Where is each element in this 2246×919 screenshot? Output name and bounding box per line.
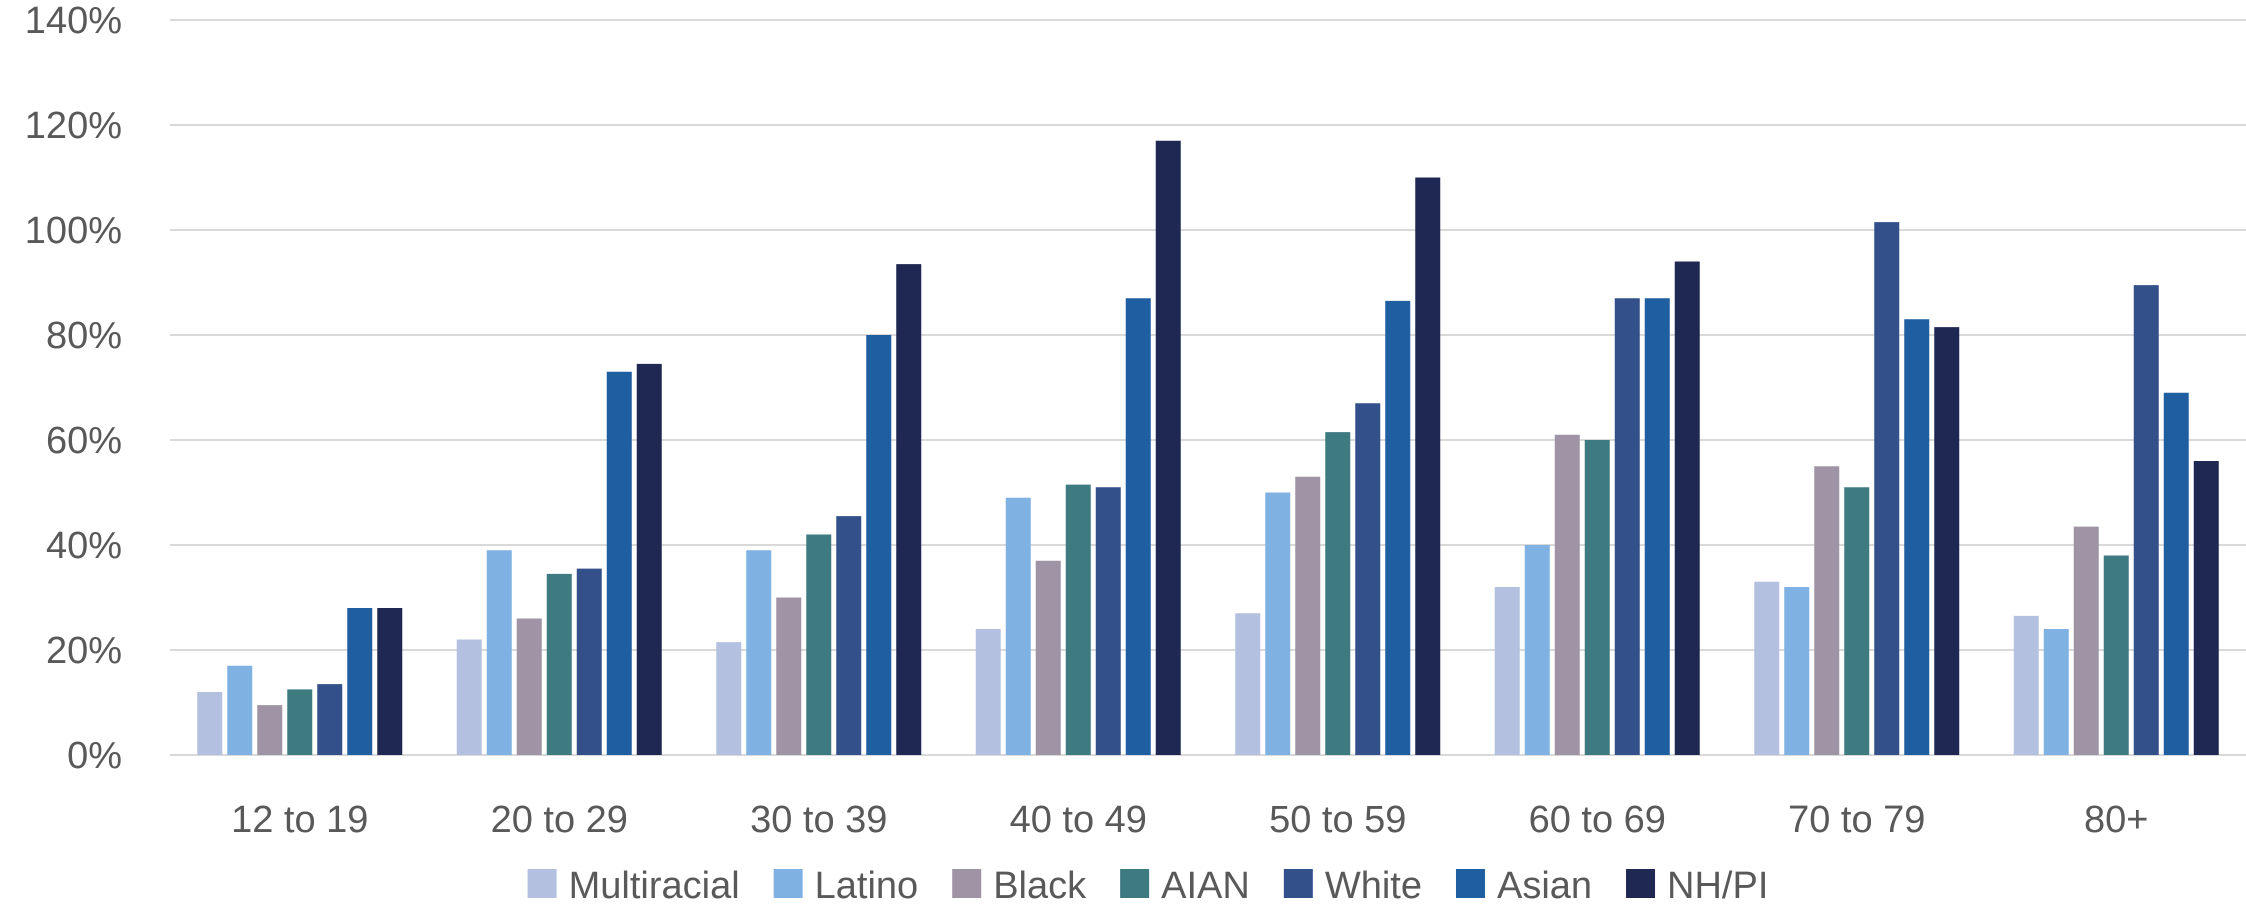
x-tick-label: 20 to 29 xyxy=(491,799,628,841)
legend-swatch xyxy=(1120,869,1150,898)
bar-nh-pi-12-to-19 xyxy=(377,608,403,755)
x-tick-label: 80+ xyxy=(2084,799,2148,841)
bar-asian-12-to-19 xyxy=(347,608,373,755)
bar-nh-pi-40-to-49 xyxy=(1155,140,1181,755)
bar-latino-50-to-59 xyxy=(1265,492,1291,755)
bar-nh-pi-20-to-29 xyxy=(636,363,662,755)
bar-white-50-to-59 xyxy=(1355,403,1381,755)
bar-black-12-to-19 xyxy=(257,705,283,755)
bar-white-60-to-69 xyxy=(1614,298,1640,755)
bar-nh-pi-70-to-79 xyxy=(1934,327,1960,755)
y-tick-label: 80% xyxy=(46,315,122,357)
legend: Multiracial Latino Black AIAN White Asian NH/P… xyxy=(527,865,1768,907)
bar-white-30-to-39 xyxy=(836,516,862,755)
x-tick-label: 40 to 49 xyxy=(1010,799,1147,841)
gridlines xyxy=(170,19,2246,756)
y-tick-label: 60% xyxy=(46,420,122,462)
bar-nh-pi-30-to-39 xyxy=(896,264,922,755)
bar-black-30-to-39 xyxy=(776,597,802,755)
bar-asian-50-to-59 xyxy=(1385,300,1411,755)
bar-multiracial-20-to-29 xyxy=(456,639,482,755)
bar-latino-70-to-79 xyxy=(1784,587,1810,755)
bar-black-50-to-59 xyxy=(1295,476,1321,755)
bar-asian-20-to-29 xyxy=(606,371,632,755)
y-tick-label: 140% xyxy=(25,0,122,42)
bar-aian-20-to-29 xyxy=(546,573,572,755)
x-tick-label: 70 to 79 xyxy=(1788,799,1925,841)
legend-label: Multiracial xyxy=(569,865,740,907)
legend-swatch xyxy=(527,869,557,898)
bar-asian-30-to-39 xyxy=(866,335,892,755)
bar-nh-pi-60-to-69 xyxy=(1674,261,1700,755)
bar-white-20-to-29 xyxy=(576,568,602,755)
bar-multiracial-30-to-39 xyxy=(716,642,742,755)
bar-asian-40-to-49 xyxy=(1125,298,1151,755)
x-tick-label: 50 to 59 xyxy=(1269,799,1406,841)
bar-white-70-to-79 xyxy=(1874,222,1900,755)
bar-black-60-to-69 xyxy=(1554,434,1580,755)
bar-nh-pi-50-to-59 xyxy=(1415,177,1441,755)
bar-black-70-to-79 xyxy=(1814,466,1840,755)
bar-aian-50-to-59 xyxy=(1325,432,1351,755)
legend-swatch xyxy=(952,869,982,898)
x-tick-label: 30 to 39 xyxy=(750,799,887,841)
bar-multiracial-40-to-49 xyxy=(975,629,1001,755)
bar-aian-12-to-19 xyxy=(287,689,313,755)
y-tick-label: 20% xyxy=(46,630,122,672)
bar-white-80- xyxy=(2133,285,2159,755)
bar-latino-40-to-49 xyxy=(1005,497,1031,755)
x-axis-tick-labels: 12 to 19 20 to 29 30 to 39 40 to 49 50 to 59… xyxy=(231,799,2148,841)
legend-label: AIAN xyxy=(1161,865,1250,907)
bar-aian-70-to-79 xyxy=(1844,487,1870,755)
bar-black-20-to-29 xyxy=(516,618,542,755)
x-tick-label: 60 to 69 xyxy=(1529,799,1666,841)
bar-black-80- xyxy=(2073,526,2099,755)
bar-latino-12-to-19 xyxy=(227,665,253,755)
bar-aian-80- xyxy=(2103,555,2129,755)
legend-swatch xyxy=(1455,869,1485,898)
legend-label: Latino xyxy=(815,865,919,907)
bar-asian-70-to-79 xyxy=(1904,319,1930,755)
bar-aian-60-to-69 xyxy=(1584,440,1610,755)
bar-white-12-to-19 xyxy=(317,684,343,755)
bar-aian-40-to-49 xyxy=(1065,484,1091,755)
bar-latino-60-to-69 xyxy=(1524,545,1550,755)
y-axis-tick-labels: 0% 20% 40% 60% 80% 100% 120% 140% xyxy=(25,0,122,777)
legend-label: White xyxy=(1325,865,1422,907)
legend-swatch xyxy=(1626,869,1656,898)
bar-multiracial-70-to-79 xyxy=(1754,581,1780,755)
legend-label: Asian xyxy=(1497,865,1592,907)
bar-latino-30-to-39 xyxy=(746,550,772,755)
bar-aian-30-to-39 xyxy=(806,534,832,755)
bar-white-40-to-49 xyxy=(1095,487,1121,755)
bar-asian-60-to-69 xyxy=(1644,298,1670,755)
bar-latino-20-to-29 xyxy=(486,550,512,755)
bar-multiracial-60-to-69 xyxy=(1494,587,1520,755)
legend-label: NH/PI xyxy=(1667,865,1768,907)
bar-black-40-to-49 xyxy=(1035,560,1061,755)
bar-multiracial-80- xyxy=(2013,615,2039,755)
y-tick-label: 120% xyxy=(25,105,122,147)
legend-swatch xyxy=(1283,869,1313,898)
bar-multiracial-50-to-59 xyxy=(1235,613,1261,755)
y-tick-label: 100% xyxy=(25,210,122,252)
legend-label: Black xyxy=(993,865,1087,907)
bar-multiracial-12-to-19 xyxy=(197,692,223,755)
legend-swatch xyxy=(773,869,803,898)
bars xyxy=(197,140,2219,755)
x-tick-label: 12 to 19 xyxy=(231,799,368,841)
y-tick-label: 0% xyxy=(67,735,122,777)
y-tick-label: 40% xyxy=(46,525,122,567)
bar-latino-80- xyxy=(2043,629,2069,755)
bar-asian-80- xyxy=(2163,392,2189,755)
bar-nh-pi-80- xyxy=(2193,461,2219,755)
